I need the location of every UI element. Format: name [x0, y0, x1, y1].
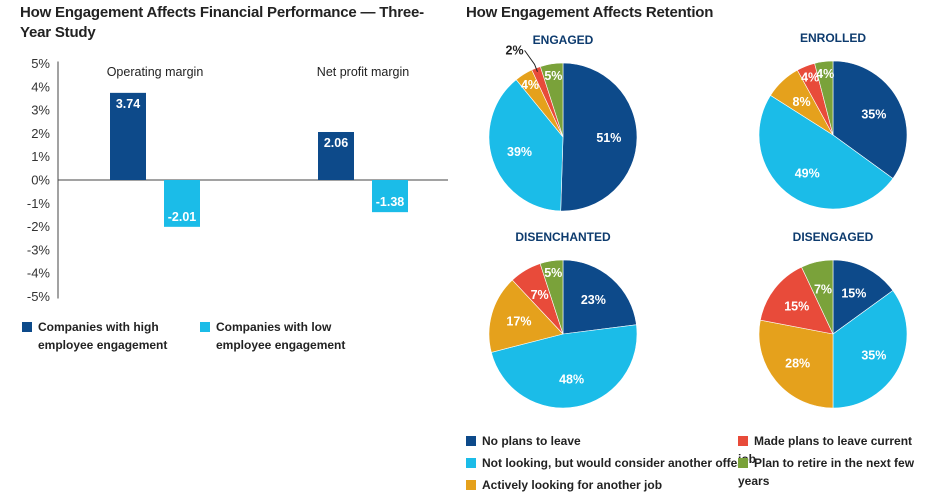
pie-slice-retire: [539, 62, 564, 138]
pie-title: ENGAGED: [533, 33, 594, 47]
pie-slice-retire: [801, 259, 834, 335]
pie-slice-label: 48%: [559, 373, 584, 387]
legend-label-low: Companies with low employee engagement: [216, 320, 346, 352]
bar-value-label: -1.38: [376, 195, 405, 209]
legend-label-actively: Actively looking for another job: [482, 478, 663, 492]
pie-title: ENROLLED: [800, 31, 866, 45]
pie-slice-label: 15%: [841, 287, 866, 301]
y-tick-label: 2%: [31, 126, 50, 141]
pie-slice-retire: [814, 60, 834, 136]
pie-slice-retire: [539, 259, 564, 335]
pie-slice-label: 4%: [816, 67, 834, 81]
y-tick-label: 5%: [31, 56, 50, 71]
pie-slice-actively: [488, 279, 564, 353]
bar-high: [318, 132, 354, 180]
pie-slice-made-plans: [759, 266, 834, 335]
legend-item-retire: Plan to retire in the next few years: [738, 454, 930, 490]
bar-value-label: 3.74: [116, 97, 140, 111]
pie-slice-label: 17%: [506, 315, 531, 329]
bar-value-label: 2.06: [324, 136, 348, 150]
legend-item-actively: Actively looking for another job: [466, 476, 662, 494]
pie-slice-not-looking: [832, 290, 908, 409]
pie-slice-no-plans: [832, 259, 894, 335]
legend-swatch-actively: [466, 480, 476, 490]
pie-slice-label: 8%: [793, 95, 811, 109]
y-tick-label: -2%: [27, 219, 51, 234]
legend-swatch-made-plans: [738, 436, 748, 446]
pie-slice-no-plans: [562, 259, 637, 335]
y-tick-label: 0%: [31, 173, 50, 188]
legend-label-high: Companies with high employee engagement: [38, 320, 168, 352]
legend-item-made-plans: Made plans to leave current job: [738, 432, 930, 468]
pie-slice-not-looking: [488, 79, 564, 212]
legend-swatch-no-plans: [466, 436, 476, 446]
pie-slice-label: 5%: [544, 69, 562, 83]
legend-item-high: Companies with high employee engagement: [22, 318, 192, 354]
pie-slice-label: 7%: [531, 288, 549, 302]
pie-slice-label: 35%: [861, 108, 886, 122]
bar-low: [164, 180, 200, 227]
pie-slice-label: 4%: [521, 78, 539, 92]
y-tick-label: -5%: [27, 289, 51, 304]
legend-label-retire: Plan to retire in the next few years: [738, 456, 915, 488]
legend-item-no-plans: No plans to leave: [466, 432, 581, 450]
pie-slice-not-looking: [758, 94, 894, 210]
category-label: Operating margin: [107, 65, 204, 79]
legend-swatch-high: [22, 322, 32, 332]
legend-swatch-low: [200, 322, 210, 332]
pie-slice-label: 5%: [544, 266, 562, 280]
pie-slice-label: 49%: [795, 166, 820, 180]
pie-title: DISENCHANTED: [515, 230, 611, 244]
pie-slice-label: 15%: [784, 299, 809, 313]
legend-label-no-plans: No plans to leave: [482, 434, 581, 448]
legend-label-not-looking: Not looking, but would consider another …: [482, 456, 742, 470]
bar-value-label: -2.01: [168, 210, 197, 224]
y-tick-label: -1%: [27, 196, 51, 211]
pie-slice-no-plans: [832, 60, 908, 179]
pie-slice-no-plans: [560, 62, 638, 212]
pie-slice-actively: [758, 319, 834, 409]
pie-slice-label: 35%: [861, 348, 886, 362]
pie-slice-label: 7%: [814, 283, 832, 297]
bar-low: [372, 180, 408, 213]
pie-slice-label: 2%: [506, 43, 524, 57]
pie-slice-label: 51%: [596, 131, 621, 145]
legend-swatch-not-looking: [466, 458, 476, 468]
pie-slice-not-looking: [490, 324, 638, 409]
category-label: Net profit margin: [317, 65, 409, 79]
legend-item-not-looking: Not looking, but would consider another …: [466, 454, 742, 472]
retention-title: How Engagement Affects Retention: [466, 4, 714, 21]
legend-item-low: Companies with low employee engagement: [200, 318, 370, 354]
legend-swatch-retire: [738, 458, 748, 468]
bar-chart-title: How Engagement Affects Financial Perform…: [20, 4, 424, 41]
y-tick-label: -4%: [27, 266, 51, 281]
pie-slice-label: 23%: [581, 293, 606, 307]
pie-slice-label: 28%: [785, 357, 810, 371]
bar-high: [110, 92, 146, 180]
y-tick-label: 4%: [31, 79, 50, 94]
leader-line: [524, 50, 538, 73]
pie-slice-label: 39%: [507, 145, 532, 159]
pie-title: DISENGAGED: [793, 230, 874, 244]
pie-slice-label: 4%: [801, 71, 819, 85]
y-tick-label: 1%: [31, 149, 50, 164]
y-tick-label: -3%: [27, 242, 51, 257]
y-tick-label: 3%: [31, 103, 50, 118]
